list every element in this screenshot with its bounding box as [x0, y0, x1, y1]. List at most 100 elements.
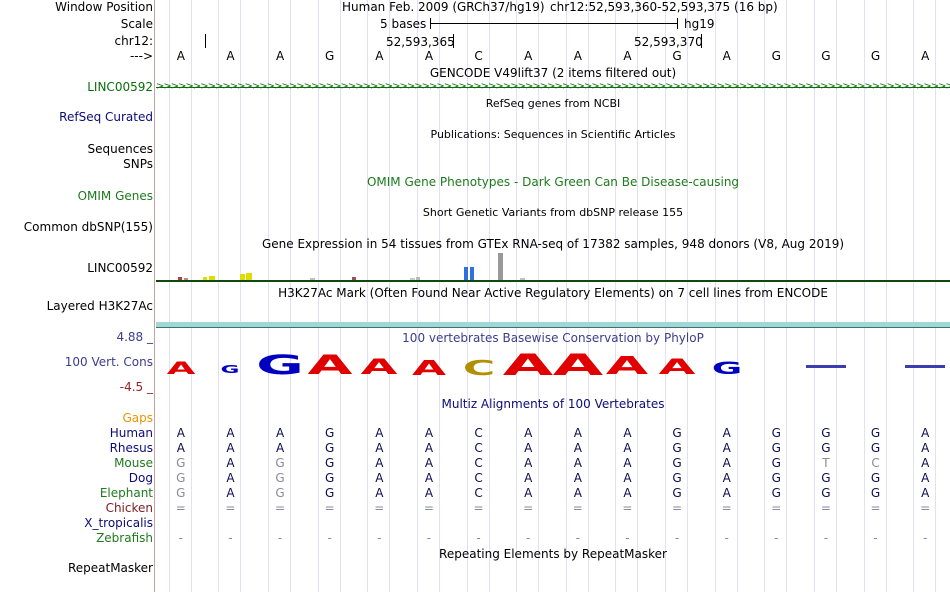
- alignment-base: A: [722, 426, 731, 440]
- phylop-letter: A: [502, 347, 554, 382]
- alignment-base: =: [473, 501, 484, 515]
- gaps-track-label[interactable]: Gaps: [122, 411, 153, 425]
- dbsnp-track-title[interactable]: Short Genetic Variants from dbSNP releas…: [422, 206, 684, 219]
- gridline: [587, 0, 589, 592]
- gencode-gene-line[interactable]: [156, 87, 950, 88]
- alignment-base: A: [226, 426, 235, 440]
- sequence-base: A: [275, 49, 285, 63]
- alignment-base: G: [176, 471, 186, 485]
- gtex-track-label[interactable]: LINC00592: [87, 261, 153, 275]
- h3k27-track-title[interactable]: H3K27Ac Mark (Often Found Near Active Re…: [278, 286, 828, 300]
- alignment-base: =: [324, 501, 335, 515]
- alignment-base: =: [572, 501, 583, 515]
- species-label[interactable]: X_tropicalis: [84, 516, 153, 530]
- h3k27-signal-bar[interactable]: [156, 322, 950, 327]
- rmsk-track-label[interactable]: RepeatMasker: [67, 561, 153, 575]
- assembly-text: Human Feb. 2009 (GRCh37/hg19): [342, 0, 545, 14]
- alignment-base: -: [277, 531, 283, 545]
- label-divider[interactable]: [154, 0, 155, 592]
- multiz-track-title[interactable]: Multiz Alignments of 100 Vertebrates: [441, 397, 665, 411]
- scale-text: 5 bases: [380, 17, 427, 31]
- alignment-base: =: [523, 501, 534, 515]
- gtex-bar: [464, 267, 468, 280]
- sequence-base: A: [176, 49, 185, 63]
- alignment-base: =: [920, 501, 931, 515]
- alignment-base: -: [178, 531, 183, 545]
- gridline: [168, 0, 170, 592]
- gtex-bar: [310, 278, 315, 280]
- sequence-base: A: [375, 49, 384, 63]
- gtex-bar: [246, 273, 252, 280]
- gridline: [885, 0, 887, 592]
- alignment-base: G: [325, 441, 335, 455]
- omim-track-title[interactable]: OMIM Gene Phenotypes - Dark Green Can Be…: [366, 175, 740, 189]
- gridline: [190, 0, 192, 592]
- alignment-base: A: [573, 486, 582, 500]
- gencode-gene-feature[interactable]: >>>>>>>>>>>>>>>>>>>>>>>>>>>>>>>>>>>>>>>>…: [156, 81, 950, 95]
- alignment-base: G: [176, 456, 186, 470]
- phylop-bar: [805, 365, 846, 368]
- pubs-track-title[interactable]: Publications: Sequences in Scientific Ar…: [430, 128, 676, 141]
- alignment-base: -: [228, 531, 233, 545]
- sequence-base: A: [921, 49, 930, 63]
- species-label[interactable]: Human: [109, 426, 153, 440]
- species-label[interactable]: Chicken: [105, 501, 153, 515]
- alignment-base: G: [275, 456, 285, 470]
- gtex-baseline: [156, 280, 950, 282]
- rmsk-track-title[interactable]: Repeating Elements by RepeatMasker: [439, 547, 667, 561]
- alignment-base: A: [573, 456, 582, 470]
- scale-label: Scale: [120, 17, 153, 31]
- alignment-base: A: [275, 426, 285, 440]
- alignment-base: A: [722, 471, 731, 485]
- alignment-base: -: [575, 531, 580, 545]
- sequence-base: C: [474, 49, 483, 63]
- gridline: [736, 0, 738, 592]
- alignment-base: A: [375, 456, 384, 470]
- sequence-base: A: [573, 49, 582, 63]
- dbsnp-track-label[interactable]: Common dbSNP(155): [23, 220, 153, 234]
- h3k27-track-label[interactable]: Layered H3K27Ac: [46, 299, 153, 313]
- cons-track-label[interactable]: 100 Vert. Cons: [64, 355, 153, 369]
- sequences-track-label[interactable]: Sequences: [87, 142, 153, 156]
- phylop-letter: A: [658, 354, 696, 380]
- gridline: [218, 0, 220, 592]
- phylop-letter: G: [221, 364, 240, 377]
- gtex-bar: [352, 277, 356, 280]
- alignment-base: G: [771, 441, 781, 455]
- alignment-base: A: [375, 426, 384, 440]
- refseq-track-label[interactable]: RefSeq Curated: [59, 110, 153, 124]
- snps-track-label[interactable]: SNPs: [123, 157, 153, 171]
- gridline: [290, 0, 292, 592]
- strand-label[interactable]: --->: [129, 49, 153, 63]
- refseq-track-title[interactable]: RefSeq genes from NCBI: [485, 97, 621, 110]
- alignment-base: A: [375, 486, 384, 500]
- species-label[interactable]: Elephant: [99, 486, 153, 500]
- species-label[interactable]: Dog: [128, 471, 153, 485]
- species-label[interactable]: Mouse: [114, 456, 153, 470]
- ruler-tick-0: [205, 34, 206, 48]
- gridline: [516, 0, 518, 592]
- gridline: [764, 0, 766, 592]
- species-label[interactable]: Zebrafish: [96, 531, 153, 545]
- species-label[interactable]: Rhesus: [109, 441, 153, 455]
- sequence-base: G: [672, 49, 682, 63]
- alignment-base: G: [672, 456, 682, 470]
- sequence-base: A: [424, 49, 434, 63]
- alignment-base: =: [672, 501, 683, 515]
- alignment-base: A: [722, 486, 731, 500]
- gridline: [813, 0, 815, 592]
- gencode-track-title[interactable]: GENCODE V49lift37 (2 items filtered out): [429, 66, 677, 80]
- scale-bar: [430, 23, 678, 24]
- gencode-track-label[interactable]: LINC00592: [87, 80, 153, 94]
- alignment-base: =: [622, 501, 633, 515]
- phylop-track-title[interactable]: 100 vertebrates Basewise Conservation by…: [402, 331, 704, 345]
- omim-track-label[interactable]: OMIM Genes: [77, 189, 153, 203]
- ruler-tick-label-1: 52,593,365: [386, 35, 455, 49]
- sequence-base: A: [623, 49, 632, 63]
- alignment-base: =: [771, 501, 782, 515]
- gtex-bar: [410, 278, 415, 280]
- gtex-track-title[interactable]: Gene Expression in 54 tissues from GTEx …: [261, 237, 845, 251]
- alignment-base: G: [176, 486, 186, 500]
- alignment-base: G: [672, 471, 682, 485]
- cons-max-label: 4.88 _: [116, 330, 153, 344]
